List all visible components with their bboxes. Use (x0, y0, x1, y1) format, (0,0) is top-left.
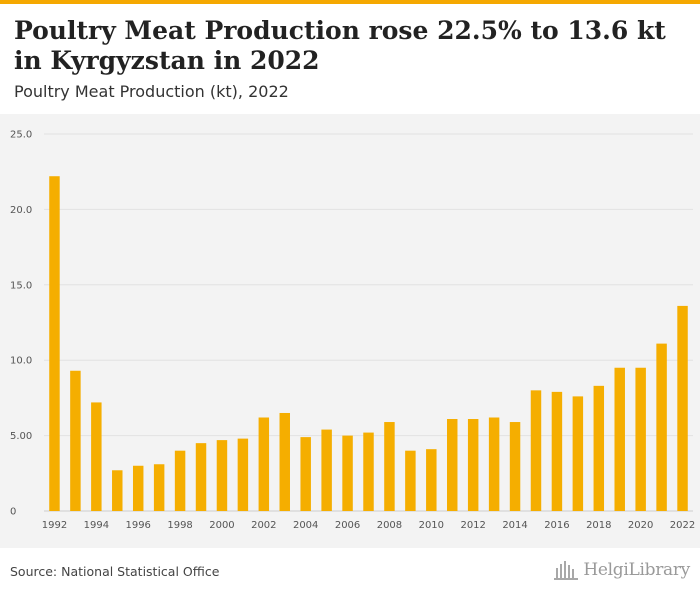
bar-2018 (593, 385, 605, 511)
bar-2007 (363, 432, 374, 511)
bar-2001 (237, 438, 249, 511)
grid-lines (44, 133, 693, 512)
y-tick-label: 0 (10, 507, 16, 518)
y-axis-tick-labels: 0 5.00 10.0 15.0 20.0 25.0 (10, 130, 32, 518)
source-note: Source: National Statistical Office (10, 564, 220, 579)
y-tick-label: 5.00 (10, 431, 32, 442)
y-tick-label: 15.0 (10, 280, 32, 291)
bar-2014 (509, 422, 521, 511)
chart-header: Poultry Meat Production rose 22.5% to 13… (0, 4, 700, 114)
y-tick-label: 10.0 (10, 356, 32, 367)
bar-1993 (70, 370, 81, 511)
bar-1994 (91, 402, 102, 511)
bar-2015 (530, 390, 542, 511)
x-tick-label: 2002 (251, 520, 276, 531)
bar-2002 (258, 417, 270, 511)
logo-text: HelgiLibrary (583, 560, 690, 580)
bar-2008 (384, 422, 395, 511)
bar-1992 (49, 176, 60, 511)
bars (49, 176, 688, 511)
bar-2013 (488, 417, 500, 511)
bar-2012 (467, 419, 479, 511)
chart-subtitle: Poultry Meat Production (kt), 2022 (14, 82, 289, 101)
bar-1998 (174, 450, 186, 511)
y-tick-label: 20.0 (10, 205, 32, 216)
top-accent-bar (0, 0, 700, 4)
bar-2009 (405, 450, 416, 511)
x-tick-label: 2012 (460, 520, 485, 531)
bar-1996 (132, 465, 144, 511)
helgi-library-logo: HelgiLibrary (553, 559, 690, 581)
bar-2016 (551, 391, 563, 511)
x-tick-label: 2018 (586, 520, 611, 531)
bar-1997 (153, 464, 165, 511)
bar-2003 (279, 412, 290, 511)
x-tick-label: 2022 (670, 520, 695, 531)
x-tick-label: 1996 (125, 520, 150, 531)
bar-chart: 0 5.00 10.0 15.0 20.0 25.0 1992 1994 1996 1998 20… (10, 130, 696, 532)
x-tick-label: 2014 (502, 520, 527, 531)
x-tick-label: 2020 (628, 520, 653, 531)
bar-2019 (614, 367, 625, 511)
bar-2011 (447, 419, 458, 511)
bar-2004 (300, 437, 311, 511)
x-tick-label: 2000 (209, 520, 234, 531)
bar-2000 (216, 440, 228, 511)
bar-2017 (572, 396, 584, 511)
library-building-icon (554, 561, 579, 580)
x-tick-label: 1998 (167, 520, 192, 531)
bar-2005 (321, 429, 332, 511)
x-tick-label: 2006 (335, 520, 360, 531)
x-tick-label: 2016 (544, 520, 569, 531)
y-tick-label: 25.0 (10, 130, 32, 141)
chart-title: Poultry Meat Production rose 22.5% to 13… (14, 16, 666, 75)
x-tick-label: 1994 (84, 520, 109, 531)
chart-footer: Source: National Statistical Office Helg… (0, 548, 700, 596)
bar-2010 (426, 449, 437, 511)
x-tick-label: 2008 (377, 520, 402, 531)
bar-1995 (112, 470, 123, 511)
x-tick-label: 2010 (419, 520, 444, 531)
x-tick-label: 1992 (42, 520, 67, 531)
bar-2021 (656, 343, 667, 511)
x-axis-tick-labels: 1992 1994 1996 1998 2000 2002 2004 2006 2008 2010… (42, 520, 696, 531)
x-tick-label: 2004 (293, 520, 318, 531)
bar-2022 (677, 305, 688, 511)
bar-1999 (195, 443, 207, 511)
bar-2006 (342, 435, 353, 511)
bar-2020 (635, 367, 646, 511)
